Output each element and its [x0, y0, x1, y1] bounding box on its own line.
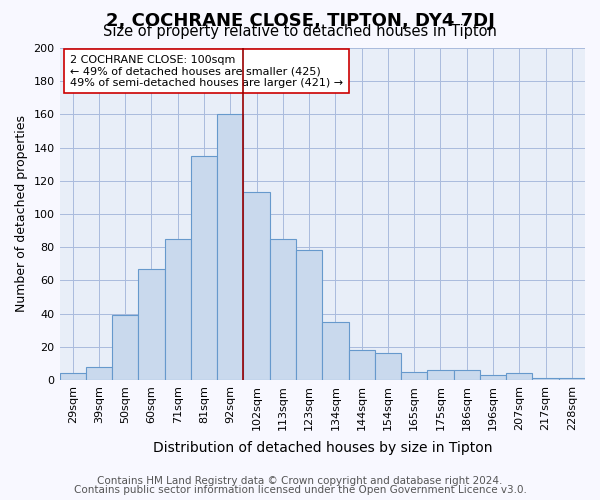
- Bar: [322, 322, 349, 380]
- Bar: [164, 239, 191, 380]
- Bar: [86, 366, 112, 380]
- Bar: [506, 374, 532, 380]
- X-axis label: Distribution of detached houses by size in Tipton: Distribution of detached houses by size …: [152, 441, 492, 455]
- Bar: [375, 354, 401, 380]
- Text: Size of property relative to detached houses in Tipton: Size of property relative to detached ho…: [103, 24, 497, 39]
- Bar: [454, 370, 480, 380]
- Bar: [401, 372, 427, 380]
- Bar: [59, 374, 86, 380]
- Text: 2, COCHRANE CLOSE, TIPTON, DY4 7DJ: 2, COCHRANE CLOSE, TIPTON, DY4 7DJ: [106, 12, 494, 30]
- Bar: [532, 378, 559, 380]
- Text: Contains HM Land Registry data © Crown copyright and database right 2024.: Contains HM Land Registry data © Crown c…: [97, 476, 503, 486]
- Text: 2 COCHRANE CLOSE: 100sqm
← 49% of detached houses are smaller (425)
49% of semi-: 2 COCHRANE CLOSE: 100sqm ← 49% of detach…: [70, 54, 343, 88]
- Bar: [191, 156, 217, 380]
- Bar: [244, 192, 270, 380]
- Bar: [139, 268, 164, 380]
- Bar: [559, 378, 585, 380]
- Bar: [296, 250, 322, 380]
- Bar: [480, 375, 506, 380]
- Bar: [427, 370, 454, 380]
- Text: Contains public sector information licensed under the Open Government Licence v3: Contains public sector information licen…: [74, 485, 526, 495]
- Bar: [217, 114, 244, 380]
- Y-axis label: Number of detached properties: Number of detached properties: [15, 116, 28, 312]
- Bar: [270, 239, 296, 380]
- Bar: [112, 315, 139, 380]
- Bar: [349, 350, 375, 380]
